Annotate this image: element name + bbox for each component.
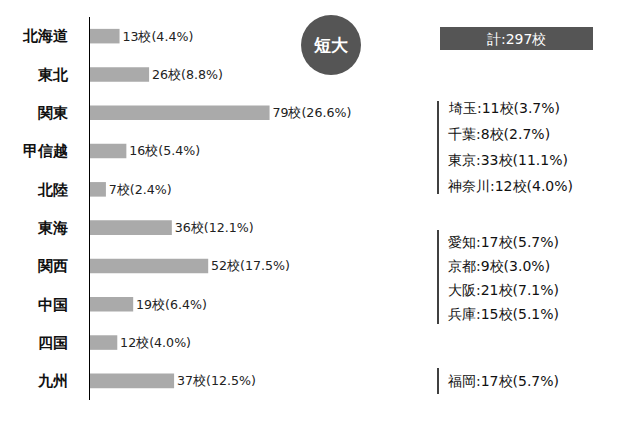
svg-text:北海道: 北海道 — [22, 27, 69, 45]
svg-text:12校(4.0%): 12校(4.0%) — [120, 335, 191, 350]
svg-text:千葉:8校(2.7%): 千葉:8校(2.7%) — [448, 126, 550, 142]
svg-text:19校(6.4%): 19校(6.4%) — [136, 297, 207, 312]
svg-text:愛知:17校(5.7%): 愛知:17校(5.7%) — [448, 234, 559, 250]
svg-text:大阪:21校(7.1%): 大阪:21校(7.1%) — [448, 282, 559, 298]
svg-text:東海: 東海 — [37, 219, 68, 237]
svg-text:東北: 東北 — [37, 66, 69, 84]
svg-text:26校(8.8%): 26校(8.8%) — [152, 67, 223, 82]
svg-text:中国: 中国 — [38, 296, 68, 314]
svg-text:関西: 関西 — [38, 257, 68, 275]
svg-text:福岡:17校(5.7%): 福岡:17校(5.7%) — [448, 373, 559, 389]
svg-text:京都:9校(3.0%): 京都:9校(3.0%) — [448, 258, 550, 274]
svg-text:79校(26.6%): 79校(26.6%) — [272, 105, 351, 120]
svg-text:九州: 九州 — [37, 372, 68, 390]
svg-text:甲信越: 甲信越 — [23, 142, 68, 160]
svg-text:13校(4.4%): 13校(4.4%) — [122, 29, 193, 44]
svg-text:関東: 関東 — [38, 104, 69, 122]
svg-text:東京:33校(11.1%): 東京:33校(11.1%) — [448, 152, 568, 168]
svg-text:兵庫:15校(5.1%): 兵庫:15校(5.1%) — [448, 306, 559, 322]
svg-text:37校(12.5%): 37校(12.5%) — [177, 373, 256, 388]
svg-text:四国: 四国 — [38, 334, 68, 352]
svg-text:神奈川:12校(4.0%): 神奈川:12校(4.0%) — [448, 178, 573, 194]
svg-text:7校(2.4%): 7校(2.4%) — [109, 182, 172, 197]
svg-text:36校(12.1%): 36校(12.1%) — [175, 220, 254, 235]
svg-text:52校(17.5%): 52校(17.5%) — [211, 258, 290, 273]
svg-text:16校(5.4%): 16校(5.4%) — [129, 143, 200, 158]
svg-text:埼玉:11校(3.7%): 埼玉:11校(3.7%) — [448, 100, 560, 116]
svg-text:北陸: 北陸 — [37, 181, 68, 199]
svg-text:短大: 短大 — [313, 35, 349, 55]
svg-text:計:297校: 計:297校 — [487, 31, 546, 47]
